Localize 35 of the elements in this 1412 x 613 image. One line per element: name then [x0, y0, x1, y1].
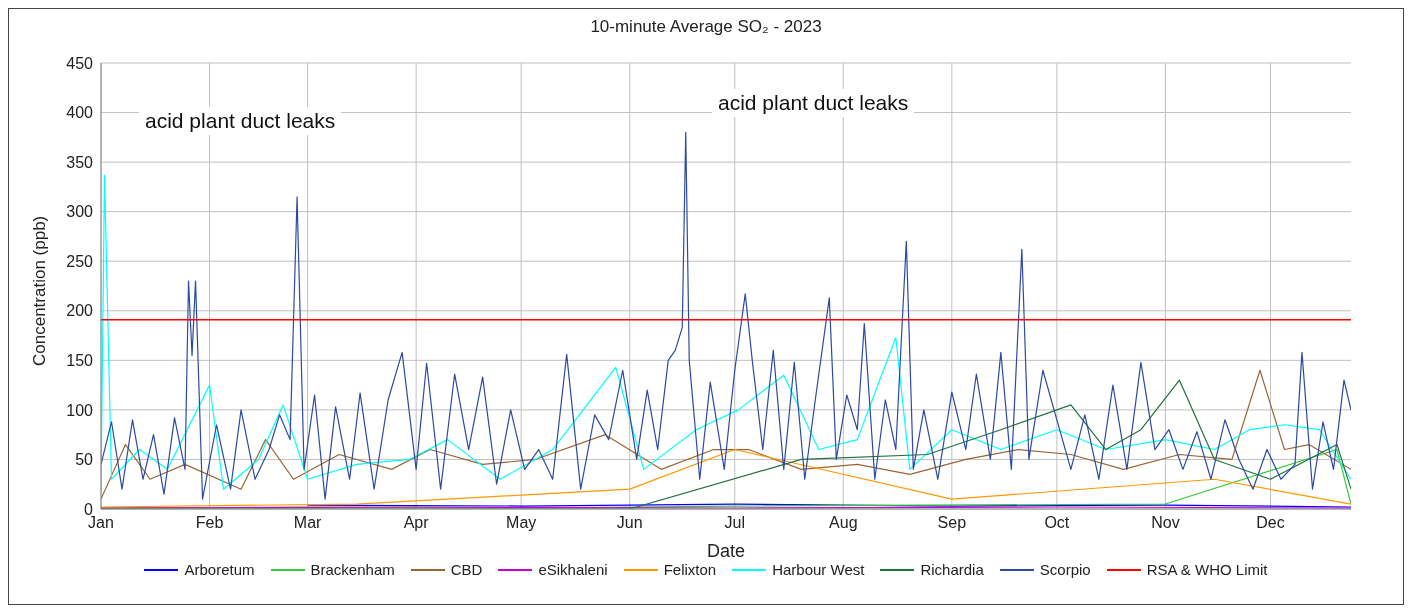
x-tick-label: Oct [1044, 514, 1070, 532]
legend-label: Scorpio [1039, 561, 1091, 578]
x-tick-label: Mar [293, 514, 323, 532]
legend-label: Brackenham [310, 561, 395, 578]
x-tick-label: Apr [403, 514, 430, 532]
y-tick-label: 250 [66, 252, 94, 270]
y-tick-label: 200 [66, 302, 94, 320]
annotation: acid plant duct leaks [139, 107, 342, 135]
x-tick-label: Jul [724, 514, 745, 532]
y-tick-label: 350 [66, 153, 94, 171]
legend-label: Arboretum [184, 561, 255, 578]
x-tick-label: Aug [829, 514, 858, 532]
legend-label: RSA & WHO Limit [1146, 561, 1268, 578]
legend-label: Harbour West [772, 561, 865, 578]
x-tick-label: Nov [1151, 514, 1180, 532]
x-tick-label: Jan [88, 514, 114, 532]
y-tick-label: 450 [66, 54, 94, 72]
x-axis-title: Date [706, 541, 746, 561]
x-tick-label: Sep [937, 514, 967, 532]
legend-label: CBD [450, 561, 483, 578]
chart-title: 10-minute Average SO₂ - 2023 [589, 17, 823, 37]
y-tick-label: 50 [75, 451, 94, 469]
x-tick-label: Dec [1256, 514, 1285, 532]
legend-label: Richardia [920, 561, 984, 578]
annotation: acid plant duct leaks [712, 89, 915, 117]
y-tick-label: 150 [66, 352, 94, 370]
legend-label: eSikhaleni [538, 561, 608, 578]
y-tick-label: 400 [66, 104, 94, 122]
x-tick-label: May [506, 514, 537, 532]
x-tick-label: Feb [195, 514, 224, 532]
legend-label: Felixton [663, 561, 717, 578]
y-tick-label: 100 [66, 401, 94, 419]
x-tick-label: Jun [616, 514, 643, 532]
y-tick-label: 300 [66, 203, 94, 221]
y-axis-title: Concentration (ppb) [30, 215, 50, 366]
